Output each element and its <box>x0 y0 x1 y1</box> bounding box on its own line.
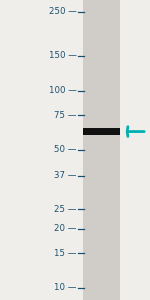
Text: 20 —: 20 — <box>54 224 76 233</box>
Text: 150 —: 150 — <box>49 51 76 60</box>
Bar <box>82 128 120 136</box>
Text: 50 —: 50 — <box>54 146 76 154</box>
Text: 250 —: 250 — <box>49 8 76 16</box>
Text: 25 —: 25 — <box>54 205 76 214</box>
Text: 10 —: 10 — <box>54 284 76 292</box>
Text: 15 —: 15 — <box>54 249 76 258</box>
Text: 100 —: 100 — <box>49 86 76 95</box>
Bar <box>82 0 120 300</box>
Text: 37 —: 37 — <box>54 171 76 180</box>
Text: 75 —: 75 — <box>54 111 76 120</box>
